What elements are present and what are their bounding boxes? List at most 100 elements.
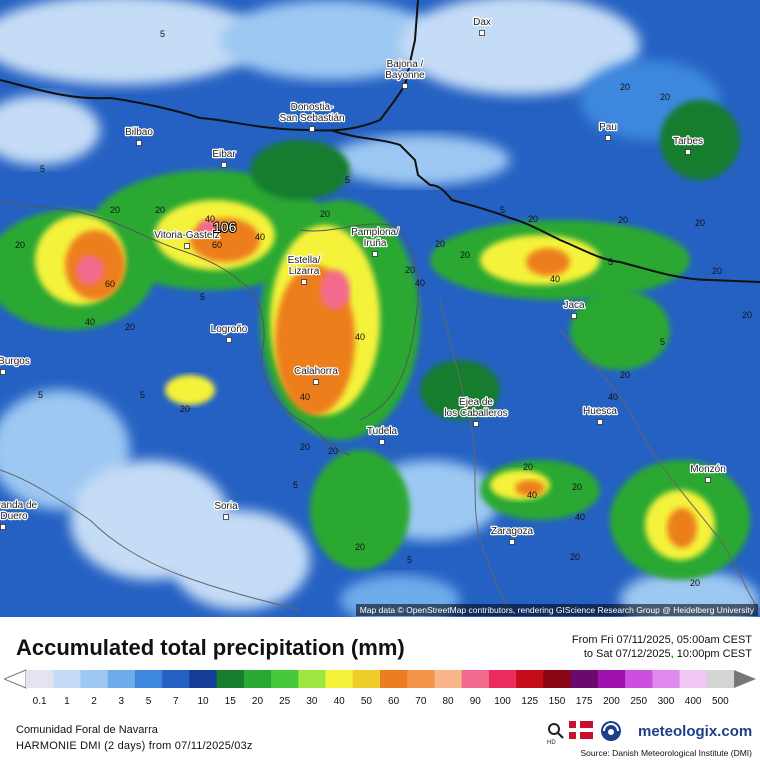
city-marker: Estella/Lizarra <box>286 254 322 285</box>
city-dot <box>136 140 142 146</box>
map-attribution[interactable]: Map data © OpenStreetMap contributors, r… <box>355 604 758 616</box>
city-dot <box>301 279 307 285</box>
contour-label: 20 <box>180 404 190 414</box>
city-dot <box>597 419 603 425</box>
city-dot <box>0 369 6 375</box>
city-dot <box>226 337 232 343</box>
svg-text:HD: HD <box>547 740 556 745</box>
contour-label: 20 <box>620 82 630 92</box>
scale-swatch <box>243 670 272 688</box>
contour-label: 40 <box>255 232 265 242</box>
city-marker: Jaca <box>562 299 586 319</box>
contour-label: 5 <box>293 480 298 490</box>
contour-label: 5 <box>608 257 613 267</box>
scale-swatch <box>162 670 190 688</box>
denmark-flag-icon <box>569 721 593 739</box>
scale-swatch <box>53 670 81 688</box>
scale-label: 400 <box>684 696 702 707</box>
contour-label: 40 <box>575 512 585 522</box>
city-label: Zaragoza <box>491 526 534 537</box>
city-marker: Calahorra <box>293 365 340 385</box>
contour-label: 5 <box>140 390 145 400</box>
precip-area <box>570 290 670 370</box>
contour-label: 5 <box>407 555 412 565</box>
max-value-label: 106 <box>213 219 237 235</box>
city-marker: Bilbao <box>124 126 155 146</box>
meteologix-logo-icon <box>601 721 621 741</box>
scale-label: 3 <box>118 696 125 707</box>
scale-max-arrow <box>734 670 756 688</box>
time-to: to Sat 07/12/2025, 10:00pm CEST <box>583 648 752 660</box>
city-label: Bilbao <box>125 127 153 138</box>
scale-swatch <box>597 670 626 688</box>
city-label: Monzón <box>690 464 726 475</box>
city-marker: Ejea de los Caballeros <box>443 396 509 427</box>
scale-swatch <box>325 670 354 688</box>
city-dot <box>184 243 190 249</box>
scale-swatch <box>271 670 299 688</box>
scale-label: 70 <box>415 696 427 707</box>
city-marker: Zaragoza <box>490 525 535 545</box>
precip-area <box>0 0 260 85</box>
city-label: Vitoria-Gasteiz <box>154 230 219 241</box>
city-dot <box>479 30 485 36</box>
color-scale-bar <box>4 669 756 689</box>
legend-title: Accumulated total precipitation (mm) <box>16 635 405 660</box>
contour-label: 5 <box>160 29 165 39</box>
contour-label: 20 <box>355 542 365 552</box>
province-border <box>439 299 511 617</box>
city-label: Pau <box>599 122 617 133</box>
contour-label: 40 <box>300 392 310 402</box>
city-dot <box>379 439 385 445</box>
city-marker: Soria <box>213 500 239 520</box>
city-marker: Monzón <box>689 463 727 483</box>
scale-label: 7 <box>172 696 179 707</box>
brand-name[interactable]: meteologix.com <box>638 723 753 740</box>
color-scale-labels: 0.1 1 2 3 5 7 10 15 20 25 30 40 50 60 70 80 90 100 125 150 1… <box>0 696 760 710</box>
zoom-icon[interactable]: HD <box>547 723 564 746</box>
precipitation-map: 5 5 5 5 20 20 40 40 20 20 60 40 20 40 20 20 40 60 40 20 20 20… <box>0 0 760 617</box>
scale-label: 20 <box>251 696 264 707</box>
precip-area <box>400 0 640 95</box>
scale-swatch <box>516 670 544 688</box>
navarra-border <box>299 223 419 421</box>
contour-label: 20 <box>110 205 120 215</box>
contour-label: 20 <box>320 209 330 219</box>
city-dot <box>473 421 479 427</box>
contour-label: 20 <box>523 462 533 472</box>
data-source: Source: Danish Meteorological Institute … <box>580 748 753 758</box>
city-marker: Huesca <box>582 405 619 425</box>
city-marker: Tudela <box>366 425 399 445</box>
scale-label: 0.1 <box>32 696 47 707</box>
city-dot <box>313 379 319 385</box>
city-marker: Pamplona/Iruña <box>350 226 400 257</box>
france-spain-border <box>329 129 760 283</box>
logo-icons: HD <box>547 721 621 746</box>
contour-label: 20 <box>405 265 415 275</box>
contour-label: 5 <box>345 175 350 185</box>
precip-area <box>515 480 545 496</box>
precip-area <box>660 100 740 180</box>
precip-area <box>165 375 215 405</box>
contour-label: 20 <box>125 322 135 332</box>
contour-label: 5 <box>38 390 43 400</box>
contour-label: 20 <box>690 578 700 588</box>
city-dot <box>402 83 408 89</box>
scale-label: 500 <box>712 696 729 707</box>
city-dot <box>605 135 611 141</box>
contour-label: 20 <box>742 310 752 320</box>
coastline <box>0 0 419 132</box>
contour-label: 60 <box>212 240 222 250</box>
precip-area <box>250 140 350 200</box>
city-dot <box>372 251 378 257</box>
scale-swatch <box>543 670 572 688</box>
city-marker: Burgos <box>0 355 31 375</box>
contour-label: 20 <box>328 446 338 456</box>
city-dot <box>223 514 229 520</box>
city-dot <box>509 539 515 545</box>
contour-label: 40 <box>550 274 560 284</box>
province-border <box>0 469 301 611</box>
city-dot <box>685 149 691 155</box>
